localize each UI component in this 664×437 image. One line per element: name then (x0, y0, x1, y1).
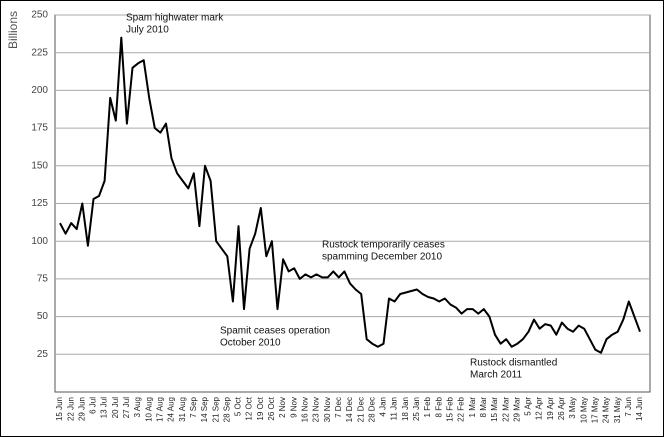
x-tick-label: 24 Aug (167, 397, 176, 422)
y-axis-label: Billions (6, 11, 20, 49)
x-tick-label: 7 Dec (334, 397, 343, 418)
annotation: October 2010 (220, 338, 281, 349)
x-tick-label: 8 Feb (434, 396, 443, 417)
y-tick-label: 100 (31, 236, 48, 247)
annotation: Spam highwater mark (126, 13, 224, 24)
y-tick-label: 250 (31, 10, 48, 21)
x-tick-label: 23 Nov (312, 397, 321, 422)
annotation: March 2011 (470, 370, 523, 381)
x-tick-label: 24 May (602, 397, 611, 423)
x-tick-label: 18 Jan (401, 397, 410, 421)
x-tick-label: 31 Aug (178, 397, 187, 422)
x-tick-label: 30 Nov (323, 397, 332, 422)
x-tick-label: 31 May (613, 397, 622, 423)
x-tick-label: 1 Feb (423, 396, 432, 417)
x-tick-label: 20 Jul (111, 397, 120, 419)
annotation: Rustock temporarily ceases (322, 240, 445, 251)
x-tick-label: 14 Jun (635, 397, 644, 421)
y-tick-label: 125 (31, 198, 48, 209)
x-tick-label: 9 Nov (289, 397, 298, 418)
y-tick-label: 150 (31, 160, 48, 171)
x-tick-label: 5 Oct (234, 396, 243, 416)
y-tick-label: 225 (31, 47, 48, 58)
x-tick-label: 10 May (579, 397, 588, 423)
y-tick-label: 75 (37, 274, 49, 285)
x-tick-label: 10 Aug (144, 397, 153, 422)
x-tick-label: 28 Dec (367, 397, 376, 422)
x-tick-label: 28 Sep (222, 396, 231, 422)
x-tick-label: 14 Dec (345, 397, 354, 422)
x-tick-label: 13 Jul (100, 397, 109, 419)
x-tick-label: 15 Mar (490, 397, 499, 422)
x-tick-label: 15 Jun (55, 397, 64, 421)
x-tick-label: 25 Jan (412, 397, 421, 421)
x-tick-label: 29 Jun (77, 397, 86, 421)
x-tick-label: 21 Dec (356, 397, 365, 422)
annotation: July 2010 (126, 25, 169, 36)
x-tick-label: 17 Aug (155, 397, 164, 422)
x-tick-label: 27 Jul (122, 397, 131, 419)
x-tick-label: 3 May (568, 397, 577, 419)
y-tick-label: 175 (31, 123, 48, 134)
x-tick-label: 16 Nov (300, 397, 309, 422)
x-tick-label: 7 Jun (624, 397, 633, 417)
x-tick-label: 5 Apr (524, 397, 533, 416)
y-tick-label: 200 (31, 85, 48, 96)
x-tick-label: 29 Mar (512, 397, 521, 422)
x-tick-label: 7 Sep (189, 396, 198, 417)
x-tick-label: 17 May (590, 397, 599, 423)
x-tick-label: 12 Oct (245, 396, 254, 420)
line (59, 36, 641, 354)
x-tick-label: 15 Feb (445, 396, 454, 421)
x-tick-label: 11 Jan (390, 397, 399, 420)
y-tick-label: 25 (37, 349, 49, 360)
x-tick-label: 21 Sep (211, 396, 220, 422)
x-tick-label: 22 Jun (66, 397, 75, 421)
x-tick-label: 26 Oct (267, 396, 276, 420)
x-tick-label: 4 Jan (379, 397, 388, 417)
annotation: Rustock dismantled (470, 358, 557, 369)
x-tick-label: 19 Apr (546, 397, 555, 420)
x-tick-label: 8 Mar (479, 397, 488, 418)
x-tick-label: 1 Mar (468, 397, 477, 418)
x-tick-label: 22 Mar (501, 397, 510, 422)
x-tick-label: 3 Aug (133, 397, 142, 417)
annotation: Spamit ceases operation (220, 326, 330, 337)
x-tick-label: 26 Apr (557, 397, 566, 420)
x-tick-label: 19 Oct (256, 396, 265, 420)
x-tick-label: 14 Sep (200, 396, 209, 422)
x-tick-label: 12 Apr (535, 397, 544, 420)
x-tick-label: 2 Nov (278, 397, 287, 418)
annotation: spamming December 2010 (322, 252, 442, 263)
x-tick-label: 6 Jul (89, 397, 98, 414)
x-tick-label: 22 Feb (457, 396, 466, 421)
y-tick-label: 50 (37, 311, 49, 322)
